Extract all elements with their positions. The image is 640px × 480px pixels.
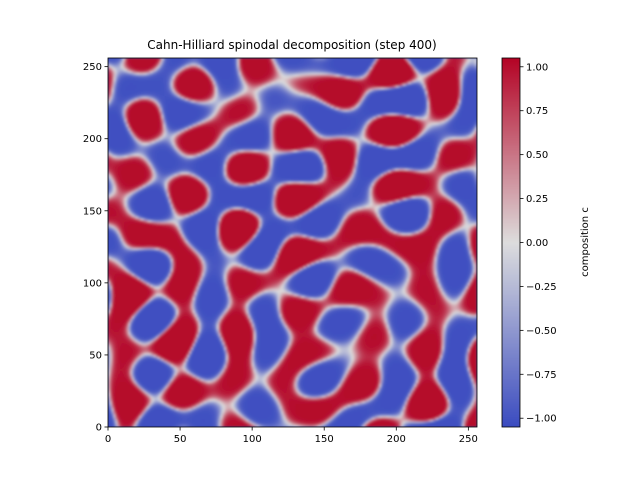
- colorbar-tick-label: 1.00: [526, 62, 548, 73]
- colorbar-gradient: [502, 58, 520, 427]
- y-axis: 0 50 100 150 200 250: [83, 62, 108, 434]
- x-tick-label: 250: [459, 434, 478, 445]
- x-tick-label: 150: [315, 434, 334, 445]
- composition-field: [108, 58, 477, 427]
- colorbar-label: composition c: [580, 207, 591, 277]
- colorbar-tick-label: −1.00: [526, 414, 557, 425]
- y-tick-label: 50: [89, 350, 102, 361]
- colorbar-tick-label: −0.75: [526, 370, 557, 381]
- x-tick-label: 100: [243, 434, 262, 445]
- colorbar-tick-label: −0.25: [526, 282, 557, 293]
- y-tick-label: 0: [96, 423, 102, 434]
- colorbar-tick-label: 0.75: [526, 106, 548, 117]
- x-axis: 0 50 100 150 200 250: [105, 427, 478, 445]
- x-tick-label: 200: [387, 434, 406, 445]
- y-tick-label: 150: [83, 206, 102, 217]
- x-tick-label: 0: [105, 434, 111, 445]
- chart-title: Cahn-Hilliard spinodal decomposition (st…: [147, 38, 436, 52]
- colorbar: 1.00 0.75 0.50 0.25 0.00 −0.25 −0.50 −0.75 −1.00…: [501, 57, 591, 428]
- y-tick-label: 100: [83, 278, 102, 289]
- heatmap-image: [108, 58, 477, 427]
- plot-frame: [107, 57, 478, 428]
- y-tick-label: 250: [83, 62, 102, 73]
- colorbar-ticks: 1.00 0.75 0.50 0.25 0.00 −0.25 −0.50 −0.75 −1.00: [520, 62, 557, 425]
- colorbar-tick-label: 0.25: [526, 194, 548, 205]
- x-tick-label: 50: [174, 434, 187, 445]
- y-tick-label: 200: [83, 134, 102, 145]
- colorbar-tick-label: 0.00: [526, 238, 548, 249]
- colorbar-tick-label: −0.50: [526, 326, 557, 337]
- colorbar-tick-label: 0.50: [526, 150, 548, 161]
